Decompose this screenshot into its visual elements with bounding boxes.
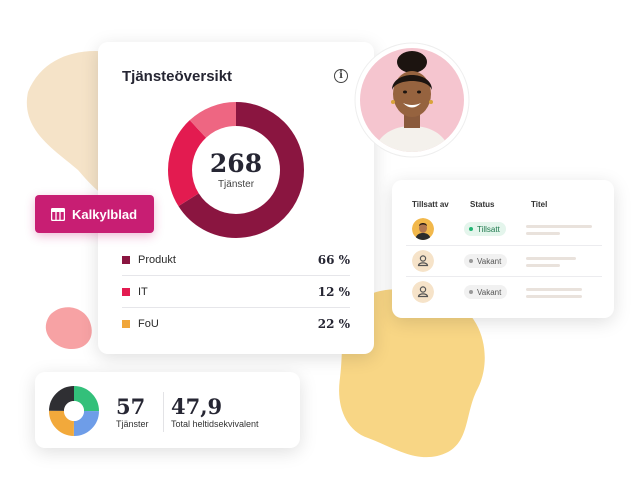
spreadsheet-button-label: Kalkylblad: [72, 206, 138, 222]
legend-percent: 12 %: [317, 285, 350, 299]
user-icon: [412, 281, 434, 303]
spreadsheet-icon: [51, 207, 65, 221]
status-badge: Vakant: [464, 254, 508, 268]
divider: [122, 275, 350, 276]
vertical-divider: [163, 392, 164, 432]
legend-label: FoU: [138, 318, 159, 330]
row-divider: [406, 276, 602, 277]
title-placeholder-line: [526, 288, 582, 291]
legend-label: Produkt: [138, 254, 176, 266]
info-icon[interactable]: i: [334, 69, 348, 83]
legend-swatch: [122, 256, 130, 264]
donut-segment-fou: [168, 102, 304, 238]
fte-label: Total heltidsekvivalent: [171, 419, 259, 429]
fte-value: 47,9: [171, 394, 223, 419]
donut-segment-it: [168, 102, 304, 238]
small-donut-chart: [49, 386, 99, 436]
legend-swatch: [122, 320, 130, 328]
legend-row-it: IT 12 %: [122, 276, 350, 308]
spreadsheet-button[interactable]: Kalkylblad: [35, 195, 154, 233]
title-placeholder-line: [526, 257, 576, 260]
table-row[interactable]: Vakant: [406, 246, 602, 276]
legend-percent: 22 %: [317, 317, 350, 331]
row-divider: [406, 245, 602, 246]
stats-summary-card: 57 Tjänster 47,9 Total heltidsekvivalent: [35, 372, 300, 448]
user-icon: [412, 250, 434, 272]
staffing-table-card: Tillsatt av Status Titel Tillsatt Vakant: [392, 180, 614, 318]
legend-label: IT: [138, 286, 148, 298]
background-blob-pink: [45, 307, 92, 350]
card-title: Tjänsteöversikt: [122, 68, 233, 85]
person-avatar: [412, 218, 434, 240]
table-row[interactable]: Tillsatt: [406, 214, 602, 244]
services-count-label: Tjänster: [116, 419, 149, 429]
title-placeholder-line: [526, 264, 560, 267]
status-badge: Vakant: [464, 285, 508, 299]
legend-percent: 66 %: [317, 253, 350, 267]
total-services-count: 268: [209, 148, 263, 178]
table-row[interactable]: Vakant: [406, 277, 602, 307]
legend-swatch: [122, 288, 130, 296]
status-badge: Tillsatt: [464, 222, 506, 236]
title-placeholder-line: [526, 232, 560, 235]
background-blob-yellow: [339, 289, 485, 458]
legend-row-fou: FoU 22 %: [122, 308, 350, 340]
column-header-status: Status: [470, 200, 495, 209]
profile-photo: [354, 42, 470, 158]
total-services-label: Tjänster: [217, 178, 255, 190]
services-count: 57: [116, 394, 146, 419]
divider: [122, 307, 350, 308]
title-placeholder-line: [526, 225, 592, 228]
column-header-assigned: Tillsatt av: [412, 200, 449, 209]
title-placeholder-line: [526, 295, 582, 298]
service-donut-chart: [168, 102, 304, 238]
column-header-title: Titel: [531, 200, 548, 209]
legend-row-produkt: Produkt 66 %: [122, 244, 350, 276]
